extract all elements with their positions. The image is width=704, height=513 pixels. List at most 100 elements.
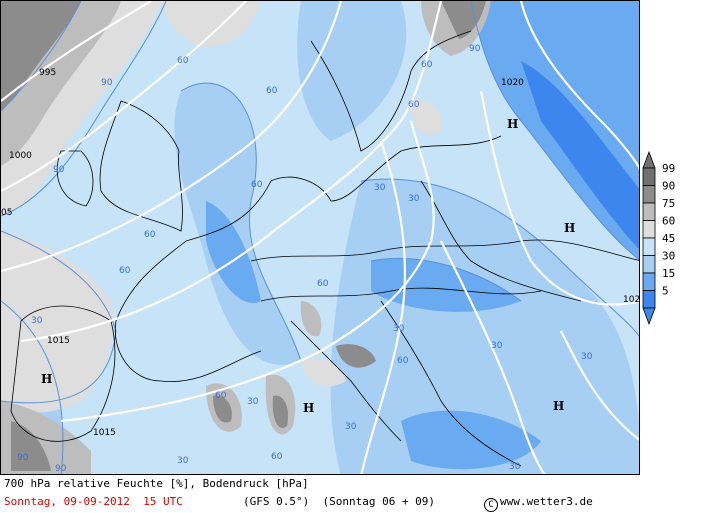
credit-url: www.wetter3.de xyxy=(500,495,593,508)
humidity-zone xyxy=(174,83,301,365)
humidity-contour xyxy=(370,257,522,302)
isobar xyxy=(60,120,435,423)
legend-label: 45 xyxy=(662,232,675,245)
humidity-label: 90 xyxy=(469,44,481,54)
humidity-zone-wet xyxy=(1,1,81,111)
humidity-contour xyxy=(470,1,639,261)
copyright-icon: C xyxy=(484,498,498,512)
humidity-label: 60 xyxy=(251,180,263,190)
pressure-label: 1015 xyxy=(47,336,70,346)
humidity-label: 60 xyxy=(408,100,420,110)
humidity-label: 90 xyxy=(101,78,113,88)
border-east xyxy=(420,180,582,302)
high-pressure-marker: H xyxy=(303,401,314,415)
humidity-label: 60 xyxy=(271,452,283,462)
isobar xyxy=(1,1,152,102)
humidity-contour xyxy=(360,178,639,338)
legend-swatch xyxy=(642,290,656,309)
coastline-north-sea xyxy=(185,135,502,242)
humidity-label: 30 xyxy=(31,316,43,326)
isobar xyxy=(440,240,546,474)
humidity-zone xyxy=(297,1,407,141)
isobar xyxy=(560,330,639,441)
map-footer: 700 hPa relative Feuchte [%], Bodendruck… xyxy=(0,475,704,513)
pressure-label: 995 xyxy=(39,68,56,78)
humidity-label: 30 xyxy=(491,341,503,351)
humidity-legend: 99 90 75 60 45 30 15 5 xyxy=(640,150,704,330)
humidity-label: 90 xyxy=(53,165,65,175)
humidity-zone-wet xyxy=(213,395,232,423)
coastline-ireland xyxy=(56,150,94,207)
isobar xyxy=(1,1,247,192)
humidity-label: 60 xyxy=(397,356,409,366)
isobar xyxy=(519,1,639,170)
humidity-zone-wet xyxy=(11,421,51,471)
isobar xyxy=(20,1,443,343)
humidity-zone-dry xyxy=(206,201,261,303)
legend-swatch xyxy=(642,202,656,221)
humidity-label: 30 xyxy=(393,324,405,334)
pressure-label: 1000 xyxy=(9,151,32,161)
humidity-contour xyxy=(1,1,82,112)
humidity-label: 30 xyxy=(177,456,189,466)
humidity-contour xyxy=(180,82,302,362)
humidity-label: 60 xyxy=(266,86,278,96)
humidity-pressure-map: 995 1000 1015 1015 1020 102 05 H H H H H… xyxy=(1,1,640,474)
humidity-contour xyxy=(1,1,167,217)
legend-label: 99 xyxy=(662,162,675,175)
legend-swatch xyxy=(642,167,656,186)
humidity-label: 60 xyxy=(421,60,433,70)
pressure-label: 1015 xyxy=(93,428,116,438)
humidity-label: 60 xyxy=(317,279,329,289)
legend-arrow-bottom xyxy=(642,307,656,326)
high-pressure-marker: H xyxy=(507,117,518,131)
coastline-britain xyxy=(99,100,183,232)
coastline-italy xyxy=(290,320,402,442)
legend-swatch xyxy=(642,220,656,239)
isobar xyxy=(1,1,343,273)
humidity-zone-dry xyxy=(401,410,541,470)
humidity-label: 90 xyxy=(17,453,29,463)
pressure-label: 102 xyxy=(623,295,640,305)
humidity-zone-moist xyxy=(300,301,322,337)
weather-map: 995 1000 1015 1015 1020 102 05 H H H H H… xyxy=(0,0,640,475)
humidity-label: 60 xyxy=(215,391,227,401)
humidity-zone-wet xyxy=(441,1,486,39)
humidity-zone-moist xyxy=(161,1,261,47)
legend-label: 15 xyxy=(662,267,675,280)
pressure-label: 05 xyxy=(1,208,12,218)
legend-label: 30 xyxy=(662,250,675,263)
humidity-label: 30 xyxy=(345,422,357,432)
legend-swatch xyxy=(642,272,656,291)
humidity-label: 60 xyxy=(177,56,189,66)
legend-swatch xyxy=(642,185,656,204)
humidity-zone-moist xyxy=(301,358,346,387)
humidity-label: 30 xyxy=(374,183,386,193)
isobar xyxy=(479,90,639,306)
humidity-zone xyxy=(330,179,639,474)
humidity-zone-wet xyxy=(272,395,289,428)
border-alps xyxy=(260,287,542,302)
legend-colorbar: 99 90 75 60 45 30 15 5 xyxy=(642,150,675,326)
legend-label: 60 xyxy=(662,215,675,228)
coastline-iberia xyxy=(10,305,116,442)
humidity-label: 30 xyxy=(509,462,521,472)
humidity-label: 90 xyxy=(55,464,67,474)
map-caption: 700 hPa relative Feuchte [%], Bodendruck… xyxy=(4,477,309,490)
humidity-label: 30 xyxy=(247,397,259,407)
humidity-zone-wet xyxy=(336,344,376,368)
legend-arrow-top xyxy=(642,150,656,169)
legend-label: 75 xyxy=(662,197,675,210)
forecast-date: Sonntag, 09-09-2012 15 UTC xyxy=(4,495,183,508)
humidity-zone-verydry xyxy=(521,61,639,249)
high-pressure-marker: H xyxy=(41,372,52,386)
legend-label: 5 xyxy=(662,285,669,298)
legend-swatch xyxy=(642,237,656,256)
legend-swatch xyxy=(642,255,656,274)
humidity-label: 30 xyxy=(581,352,593,362)
isobar xyxy=(360,140,407,474)
border-central xyxy=(250,239,639,262)
high-pressure-marker: H xyxy=(553,399,564,413)
pressure-label: 1020 xyxy=(501,78,524,88)
